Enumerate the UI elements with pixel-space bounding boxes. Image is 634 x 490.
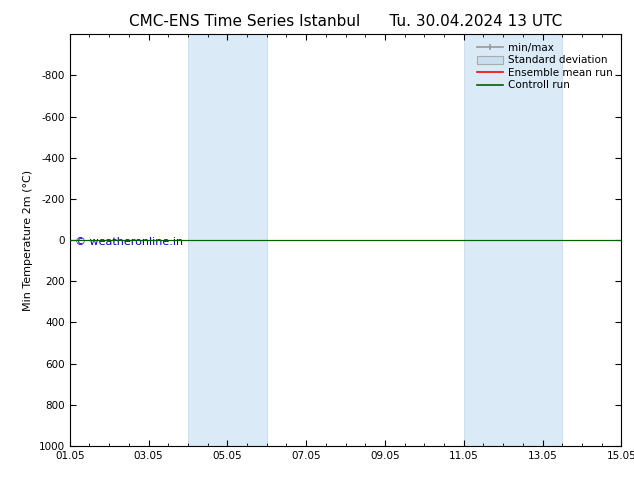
Title: CMC-ENS Time Series Istanbul      Tu. 30.04.2024 13 UTC: CMC-ENS Time Series Istanbul Tu. 30.04.2… <box>129 14 562 29</box>
Y-axis label: Min Temperature 2m (°C): Min Temperature 2m (°C) <box>23 170 33 311</box>
Bar <box>188 34 267 446</box>
Text: © weatheronline.in: © weatheronline.in <box>75 237 183 247</box>
Legend: min/max, Standard deviation, Ensemble mean run, Controll run: min/max, Standard deviation, Ensemble me… <box>474 40 616 94</box>
Bar <box>463 34 562 446</box>
